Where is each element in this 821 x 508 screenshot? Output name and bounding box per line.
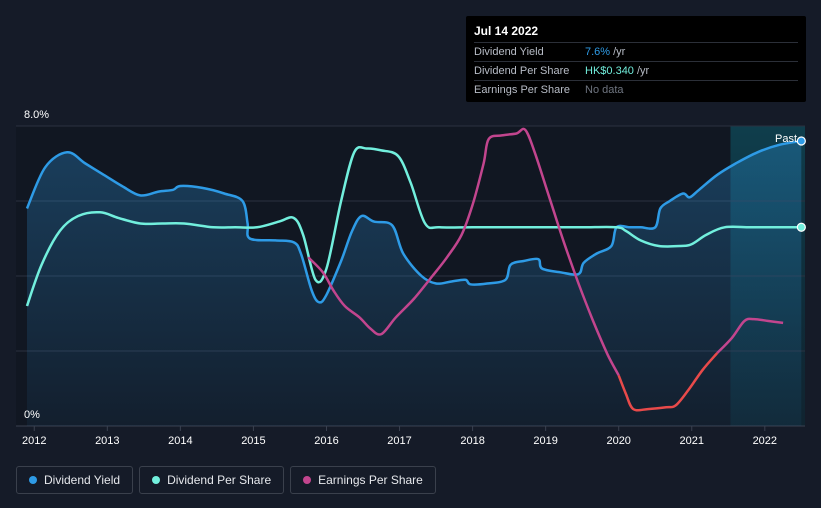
- dividend-yield-dot-icon: [29, 476, 37, 484]
- tooltip-row-earnings-per-share: Earnings Per Share No data: [474, 81, 798, 99]
- legend-item-dividend-yield[interactable]: Dividend Yield: [16, 466, 134, 494]
- tooltip-unit: /yr: [636, 65, 650, 77]
- x-tick-label: 2017: [387, 435, 411, 447]
- x-tick-label: 2014: [168, 435, 192, 447]
- x-tick-label: 2022: [753, 435, 777, 447]
- x-tick-label: 2013: [95, 435, 119, 447]
- x-tick-label: 2012: [22, 435, 46, 447]
- chart-tooltip: Jul 14 2022 Dividend Yield 7.6% /yr Divi…: [466, 16, 806, 102]
- x-tick-label: 2015: [241, 435, 265, 447]
- earnings-per-share-line: [617, 352, 719, 412]
- tooltip-unit: /yr: [613, 46, 626, 58]
- dividend-yield-line: [25, 139, 802, 304]
- series-end-markers: [796, 136, 806, 232]
- tooltip-label: Earnings Per Share: [474, 84, 570, 96]
- legend-item-dividend-per-share[interactable]: Dividend Per Share: [139, 466, 285, 494]
- x-tick-label: 2018: [460, 435, 484, 447]
- legend-label: Earnings Per Share: [318, 473, 423, 487]
- x-tick-label: 2020: [606, 435, 630, 447]
- tooltip-value-eps: No data: [585, 84, 624, 96]
- tooltip-row-dividend-yield: Dividend Yield 7.6% /yr: [474, 43, 798, 62]
- legend-item-earnings-per-share[interactable]: Earnings Per Share: [290, 466, 436, 494]
- x-tick-label: 2021: [680, 435, 704, 447]
- tooltip-value-dps: HK$0.340: [585, 65, 634, 77]
- past-label: Past: [775, 133, 797, 145]
- legend-label: Dividend Yield: [44, 473, 121, 487]
- legend-label: Dividend Per Share: [167, 473, 272, 487]
- tooltip-label: Dividend Per Share: [474, 65, 570, 77]
- tooltip-value-yield: 7.6%: [585, 46, 611, 58]
- earnings-per-share-line: [307, 127, 620, 376]
- tooltip-row-dividend-per-share: Dividend Per Share HK$0.340 /yr: [474, 62, 798, 81]
- chart-legend: Dividend Yield Dividend Per Share Earnin…: [16, 466, 436, 494]
- dividend-yield-end-point: [796, 136, 806, 146]
- y-axis-bottom-label: 0%: [24, 409, 40, 421]
- tooltip-label: Dividend Yield: [474, 46, 544, 58]
- x-axis-ticks: 2012 2013 2014 2015 2016 2017 2018 2019 2020 2021…: [22, 426, 777, 447]
- dividend-per-share-dot-icon: [152, 476, 161, 484]
- y-axis-top-label: 8.0%: [24, 109, 49, 121]
- tooltip-date: Jul 14 2022: [474, 22, 798, 43]
- series-lines: [25, 127, 802, 412]
- earnings-per-share-line: [716, 317, 784, 354]
- dividend-per-share-line: [25, 145, 802, 307]
- dividend-per-share-end-point: [796, 222, 806, 232]
- x-tick-label: 2019: [533, 435, 557, 447]
- earnings-per-share-dot-icon: [303, 476, 312, 484]
- x-tick-label: 2016: [314, 435, 338, 447]
